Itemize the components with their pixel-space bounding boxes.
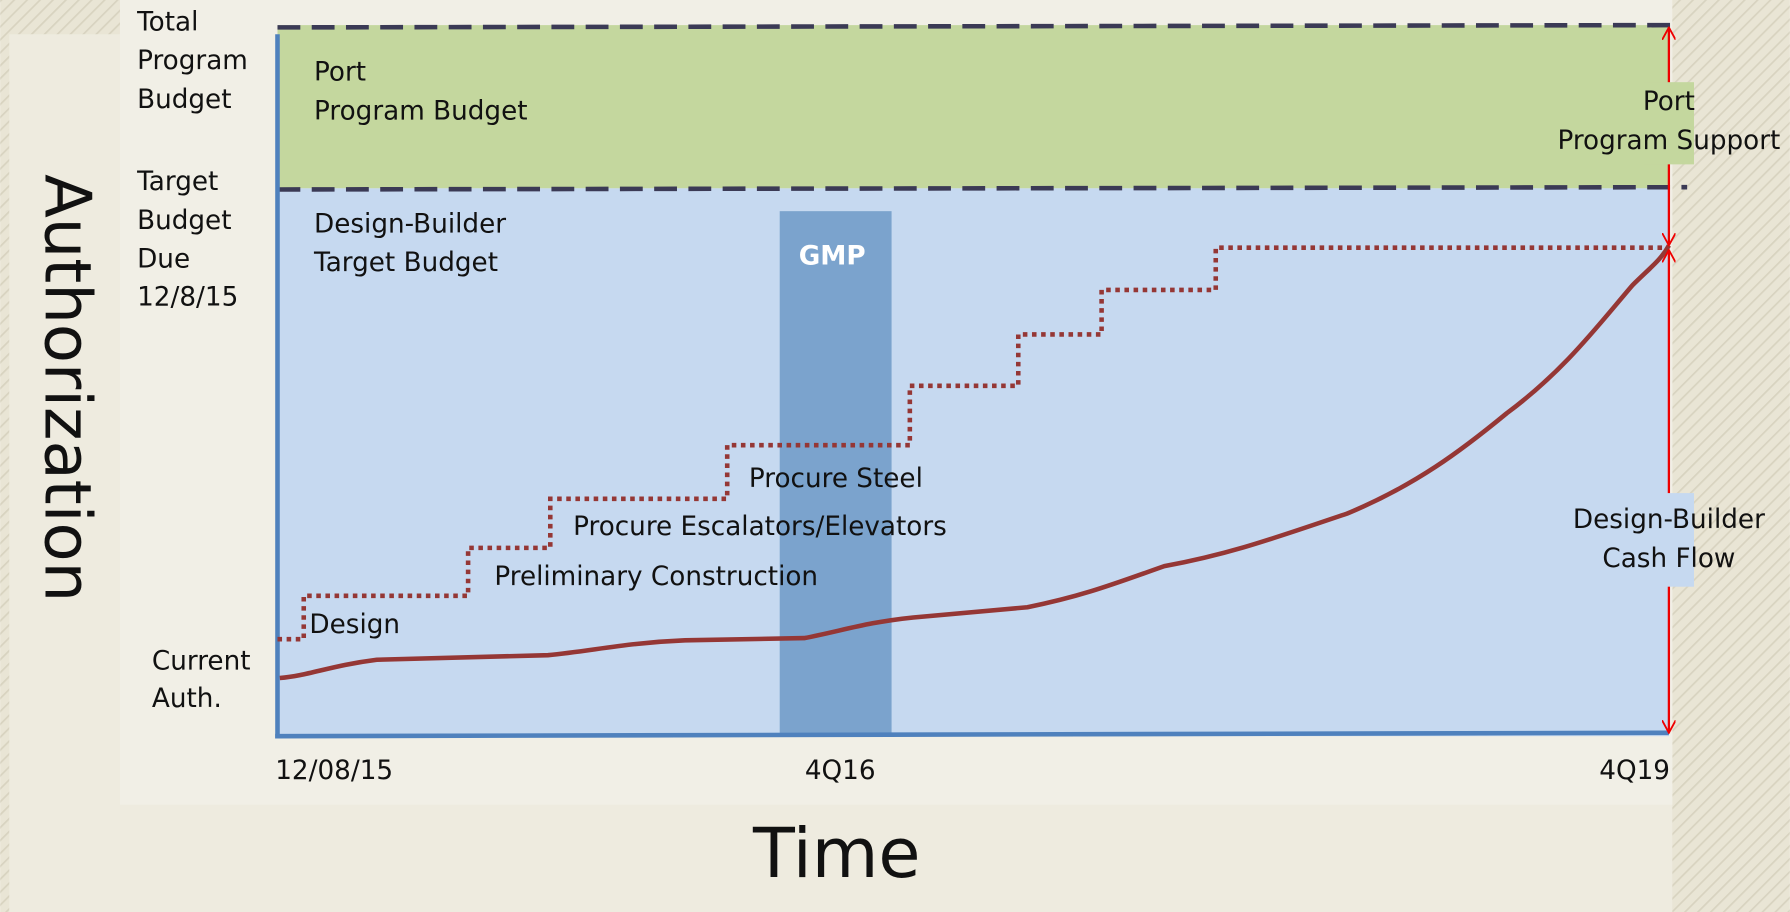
target-band xyxy=(277,188,1669,737)
region-label: Program Budget xyxy=(314,96,528,126)
cash-flow-curve xyxy=(279,244,1671,681)
level-label: Budget xyxy=(137,206,231,236)
level-label: Total xyxy=(136,7,198,37)
y-axis-title: Authorization xyxy=(29,174,103,602)
x-label: 4Q19 xyxy=(1599,756,1670,786)
label-gap xyxy=(1643,82,1694,165)
region-label: Port xyxy=(314,58,366,88)
total-line xyxy=(277,22,1679,30)
level-label: Target xyxy=(136,167,218,197)
region-label: Target Budget xyxy=(313,248,498,278)
level-label: Auth. xyxy=(152,684,222,714)
region-label: Design-Builder xyxy=(314,209,506,239)
x-label: 4Q16 xyxy=(805,756,876,786)
level-label: Program xyxy=(137,46,248,76)
gmp-bar xyxy=(779,211,892,734)
x-axis xyxy=(275,730,1669,739)
level-label: 12/8/15 xyxy=(137,282,238,312)
right-label: Cash Flow xyxy=(1602,544,1735,574)
level-label: Due xyxy=(137,245,190,275)
authorization-steps xyxy=(277,245,1669,642)
milestone-label: Preliminary Construction xyxy=(494,562,818,592)
x-axis-title: Time xyxy=(752,814,921,894)
port-band xyxy=(277,25,1669,189)
label-gap xyxy=(1643,493,1694,587)
right-label: Program Support xyxy=(1557,126,1780,156)
level-label: Budget xyxy=(137,85,231,115)
right-label: Port xyxy=(1643,87,1695,117)
right-label: Design-Builder xyxy=(1573,505,1765,535)
target-line xyxy=(277,184,1688,192)
gmp-label: GMP xyxy=(799,241,866,271)
milestone-label: Procure Steel xyxy=(749,464,923,494)
level-label: Current xyxy=(152,647,251,677)
milestone-label: Design xyxy=(309,610,400,640)
x-label: 12/08/15 xyxy=(275,756,393,786)
milestone-label: Procure Escalators/Elevators xyxy=(573,512,947,542)
